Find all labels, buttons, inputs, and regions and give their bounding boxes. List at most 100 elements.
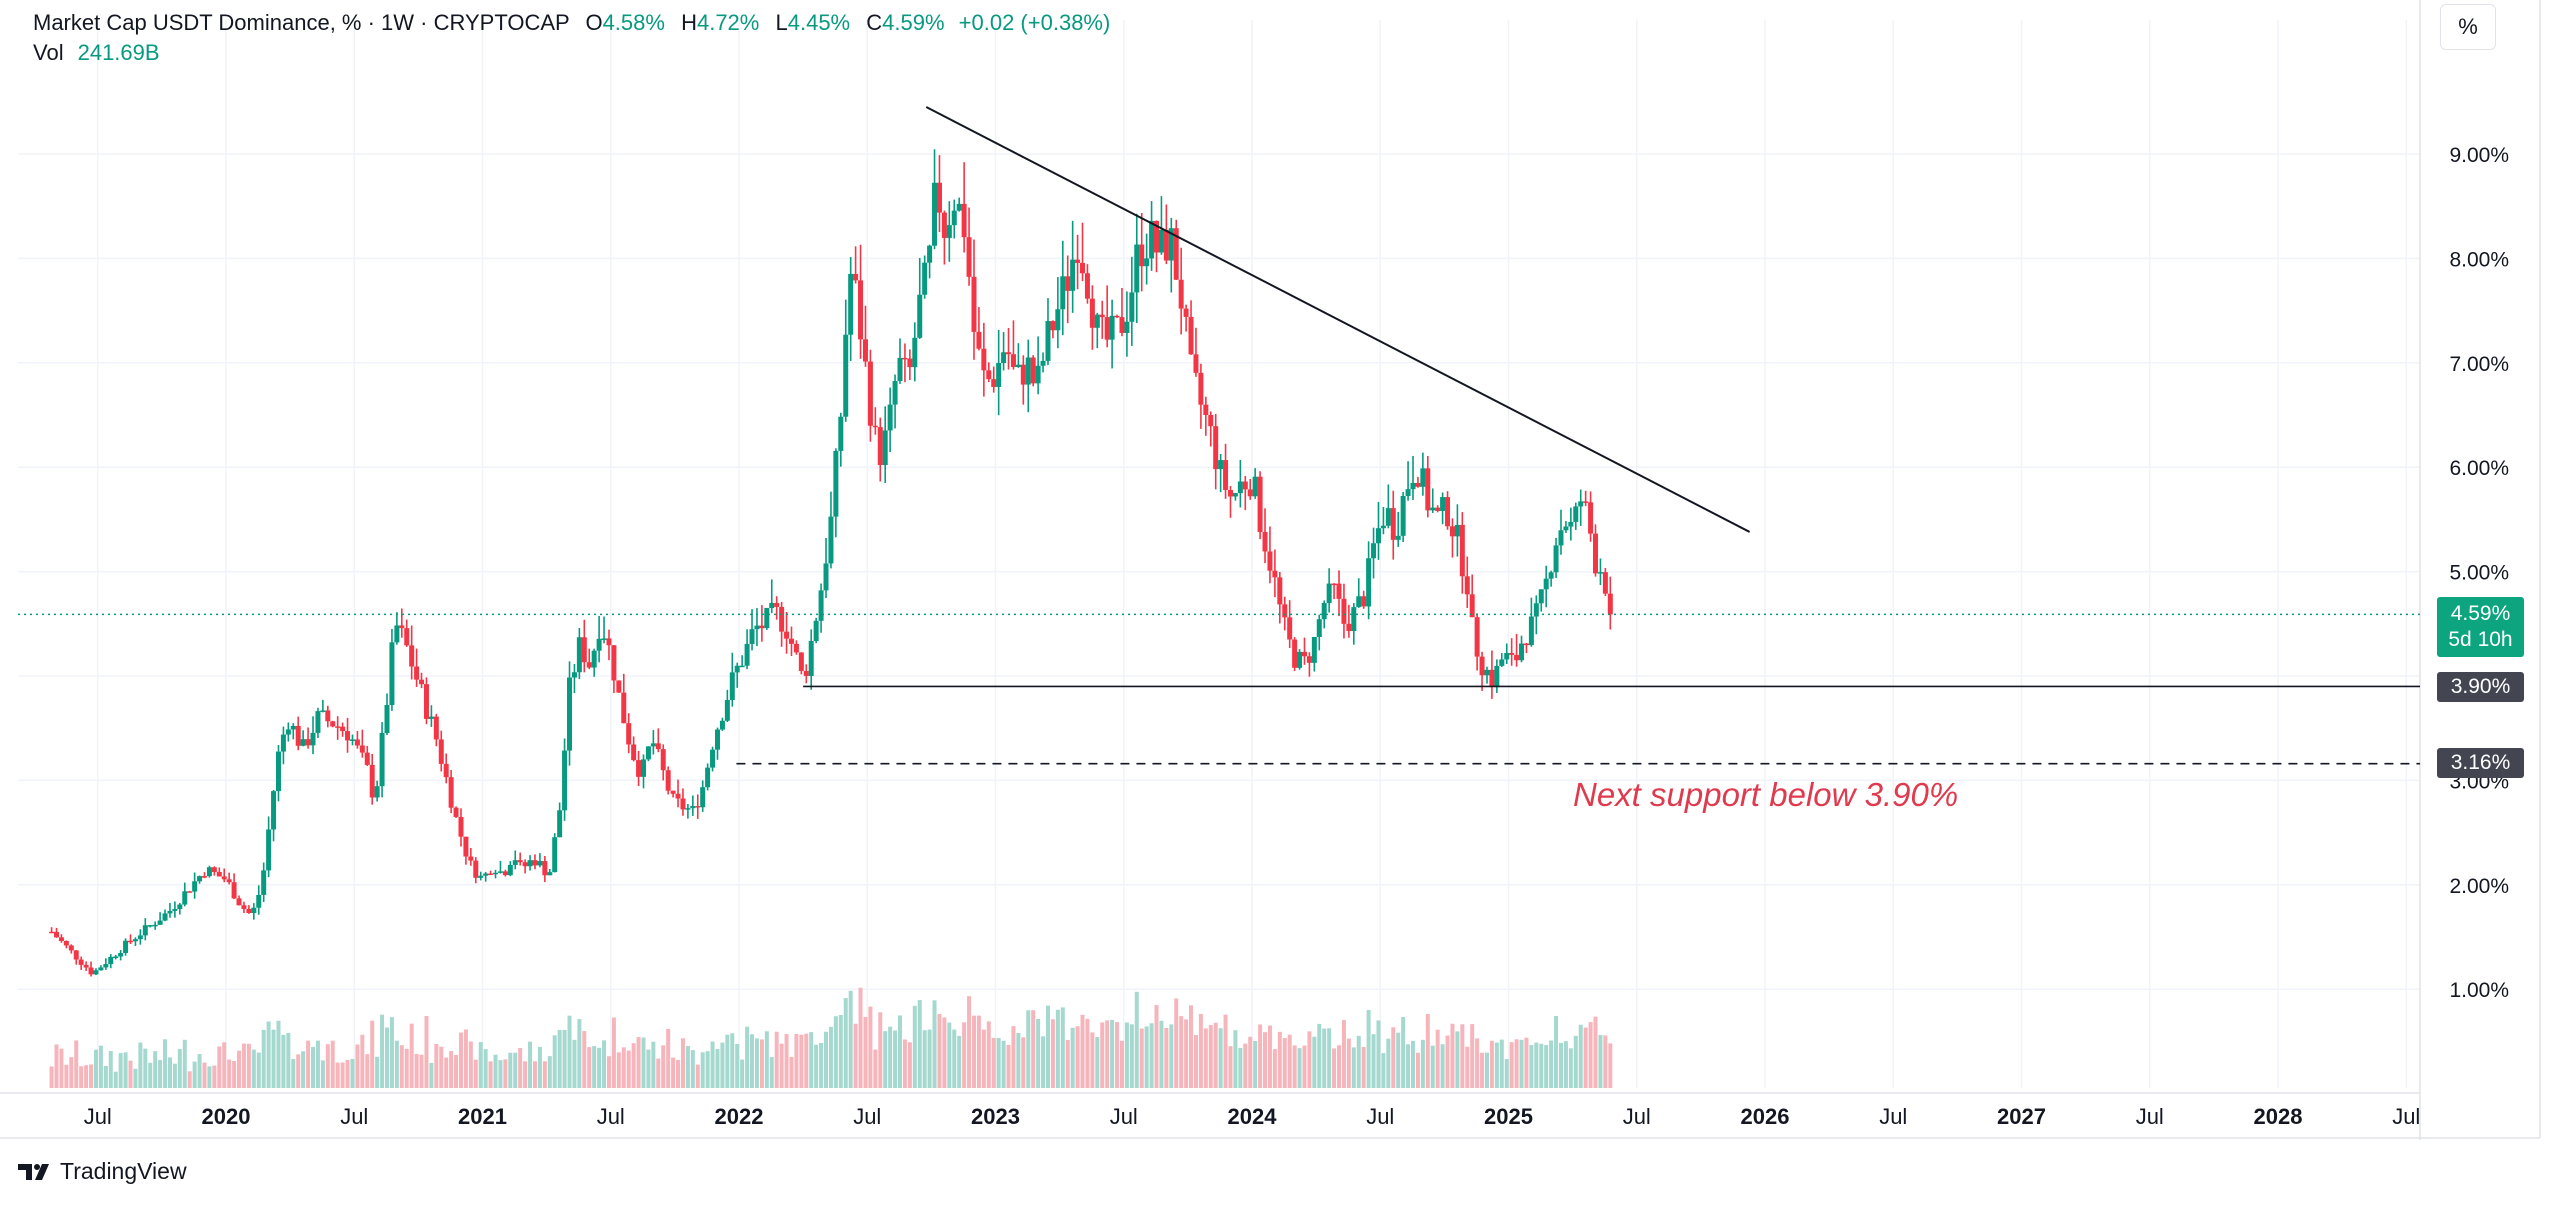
volume-bar [261, 1029, 266, 1088]
volume-bar [1539, 1043, 1544, 1088]
volume-bar [1391, 1027, 1396, 1088]
candle-body [641, 759, 647, 777]
volume-bar [1154, 1005, 1159, 1088]
candle-body [1548, 572, 1554, 579]
candle-body [1346, 623, 1352, 632]
volume-bar [1376, 1020, 1381, 1088]
candle-body [1602, 572, 1608, 594]
candle-body [1578, 501, 1584, 507]
volume-bar [212, 1065, 217, 1088]
candle-body [453, 807, 459, 817]
candle-body [63, 941, 69, 946]
volume-bar [1203, 1028, 1208, 1088]
candle-body [858, 280, 864, 340]
volume-bar [1489, 1040, 1494, 1088]
volume-bar [1603, 1035, 1608, 1088]
candle-body [1573, 506, 1579, 522]
candle-body [310, 732, 316, 746]
volume-bar [1302, 1045, 1307, 1088]
candle-body [1020, 364, 1026, 385]
candle-body [517, 860, 523, 863]
candle-body [744, 643, 750, 666]
volume-bar [1267, 1025, 1272, 1088]
volume-bar [1450, 1023, 1455, 1088]
volume-bar [1164, 1027, 1169, 1088]
candle-body [1104, 317, 1110, 340]
volume-bar [1134, 991, 1139, 1088]
candle-body [236, 898, 242, 906]
tradingview-logo[interactable]: TradingView [18, 1158, 187, 1185]
volume-bar [952, 1029, 957, 1088]
volume-bar [1119, 1040, 1124, 1088]
candle-body [354, 739, 360, 746]
volume-bar [375, 1056, 380, 1088]
volume-bar [1208, 1025, 1213, 1088]
candle-body [1415, 482, 1421, 487]
grid-lines [18, 20, 2420, 1088]
volume-bar [1263, 1032, 1268, 1088]
volume-bar [523, 1061, 528, 1088]
candle-body [409, 645, 415, 667]
candle-body [1395, 535, 1401, 540]
volume-bar [616, 1052, 621, 1088]
candle-body [241, 905, 247, 909]
time-tick-label: 2020 [202, 1104, 251, 1129]
volume-bar [1341, 1019, 1346, 1088]
volume-bar [695, 1064, 700, 1088]
volume-bar [1455, 1031, 1460, 1088]
candle-body [1558, 530, 1564, 546]
candle-body [650, 743, 656, 747]
candle-body [1341, 598, 1347, 624]
tradingview-logo-icon [18, 1163, 49, 1180]
volume-bar [1504, 1059, 1509, 1088]
volume-bar [621, 1047, 626, 1088]
candle-body [1223, 460, 1229, 490]
candle-body [976, 331, 982, 349]
volume-bar [143, 1048, 148, 1088]
price-tick-label: 9.00% [2449, 144, 2509, 167]
candle-body [808, 641, 814, 676]
volume-bar [1396, 1032, 1401, 1088]
candle-body [1583, 501, 1589, 503]
candle-body [335, 726, 341, 728]
candle-body [1099, 314, 1105, 318]
volume-bar [769, 1057, 774, 1088]
volume-bar [764, 1031, 769, 1088]
candle-body [917, 294, 923, 338]
candle-body [73, 950, 79, 960]
candle-body [1445, 497, 1451, 527]
volume-bar [587, 1047, 592, 1088]
candle-body [497, 871, 503, 873]
volume-bar [409, 1023, 414, 1088]
symbol-title[interactable]: Market Cap USDT Dominance, % · 1W · CRYP… [33, 10, 570, 35]
volume-bar [1287, 1034, 1292, 1088]
percent-scale-button[interactable]: % [2440, 4, 2496, 50]
candle-body [1094, 314, 1100, 328]
high-value: 4.72% [696, 10, 760, 35]
candle-body [1538, 589, 1544, 604]
volume-bar [542, 1061, 547, 1088]
candle-body [631, 744, 637, 761]
candle-body [1366, 558, 1372, 607]
candle-body [1075, 259, 1081, 263]
candle-body [1593, 533, 1599, 574]
volume-bar [705, 1051, 710, 1088]
candle-body [216, 872, 222, 877]
volume-bar [227, 1059, 232, 1088]
volume-bar [1480, 1052, 1485, 1088]
candle-body [1154, 220, 1160, 253]
volume-bar [606, 1056, 611, 1088]
volume-bar [917, 1000, 922, 1088]
candle-body [818, 590, 824, 621]
candle-body [423, 684, 429, 719]
candle-body [1420, 468, 1426, 487]
volume-bar [113, 1071, 118, 1088]
candle-body [522, 862, 528, 867]
volume-bar [1337, 1045, 1342, 1088]
candle-body [330, 721, 336, 727]
candle-body [1198, 372, 1204, 405]
volume-bar [345, 1059, 350, 1088]
price-tick-label: 8.00% [2449, 248, 2509, 271]
candle-body [433, 716, 439, 740]
